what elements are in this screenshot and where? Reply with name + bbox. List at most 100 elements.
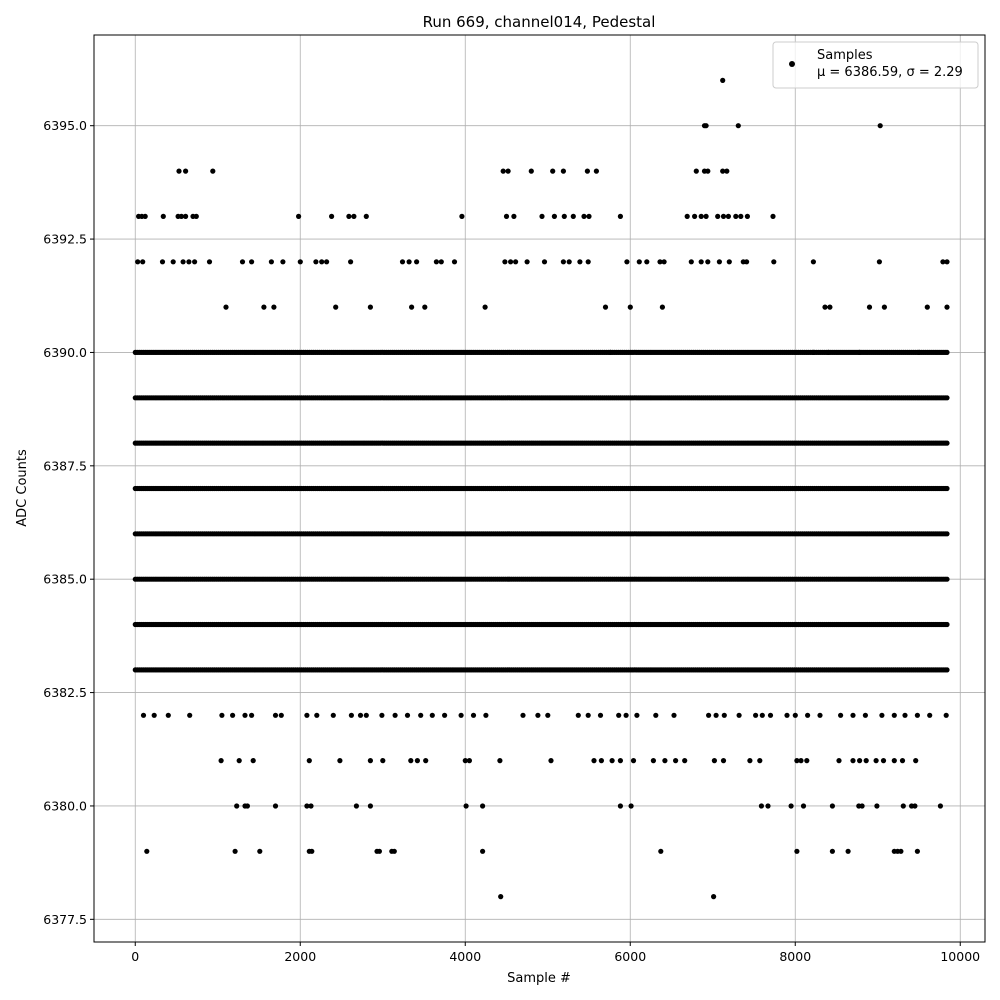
data-point — [735, 123, 741, 129]
data-point — [351, 213, 357, 219]
data-point — [927, 712, 933, 718]
data-point — [280, 259, 286, 265]
data-point — [650, 758, 657, 764]
data-point — [627, 304, 633, 310]
data-point — [585, 259, 591, 265]
data-point — [297, 259, 303, 265]
data-point — [528, 168, 534, 174]
data-point — [836, 758, 842, 764]
data-point — [673, 758, 679, 764]
data-point — [943, 712, 949, 718]
data-point — [713, 712, 719, 718]
data-point — [944, 621, 950, 628]
data-point — [314, 712, 320, 718]
data-point — [463, 803, 469, 809]
legend-marker — [789, 61, 795, 67]
data-point — [414, 259, 420, 265]
y-tick-label: 6392.5 — [43, 232, 87, 247]
data-point — [628, 803, 634, 809]
data-point — [178, 213, 184, 219]
x-axis-ticks: 0 2000 4000 6000 8000 10000 — [131, 942, 980, 964]
data-point — [684, 213, 690, 219]
data-point — [598, 758, 605, 764]
data-point — [513, 259, 519, 265]
data-point — [866, 304, 873, 310]
y-axis-ticks: 6377.5 6380.0 6382.5 6385.0 6387.5 6390.0 6392… — [43, 118, 94, 927]
data-point — [539, 213, 545, 219]
data-point — [183, 213, 189, 219]
data-point — [459, 213, 465, 219]
data-point — [498, 894, 504, 900]
data-point — [418, 712, 424, 718]
data-point — [210, 168, 216, 174]
data-point — [634, 712, 640, 718]
data-point — [705, 259, 711, 265]
y-tick-label: 6377.5 — [43, 912, 87, 927]
data-point — [135, 259, 141, 265]
data-point — [584, 168, 591, 174]
data-point — [715, 213, 721, 219]
data-point — [902, 712, 908, 718]
data-point — [862, 712, 869, 718]
data-point — [429, 712, 435, 718]
data-point — [937, 803, 944, 809]
y-tick-label: 6385.0 — [43, 572, 87, 587]
data-point — [379, 712, 385, 718]
data-point — [711, 758, 718, 764]
data-point — [692, 213, 698, 219]
data-point — [577, 259, 583, 265]
data-point — [367, 304, 373, 310]
x-tick-label: 0 — [131, 949, 139, 964]
data-point — [705, 168, 711, 174]
data-point — [333, 304, 339, 310]
data-point — [180, 259, 186, 265]
data-point — [330, 712, 336, 718]
data-point — [230, 712, 236, 718]
data-point — [193, 213, 199, 219]
data-point — [257, 848, 263, 854]
data-point — [144, 848, 150, 854]
data-point — [406, 259, 412, 265]
data-point — [944, 440, 950, 446]
data-point — [272, 712, 279, 718]
data-point — [711, 894, 717, 900]
data-point — [784, 712, 790, 718]
data-point — [657, 259, 663, 265]
data-point — [698, 259, 704, 265]
plot-frame — [93, 34, 986, 943]
data-point — [944, 395, 950, 401]
data-point — [367, 758, 373, 764]
data-point — [877, 123, 883, 129]
data-point — [703, 213, 709, 219]
data-point — [363, 712, 369, 718]
data-point — [306, 758, 312, 764]
data-point — [876, 259, 883, 265]
data-point — [914, 848, 921, 854]
data-point — [653, 712, 659, 718]
data-point — [308, 803, 314, 809]
data-point — [698, 213, 704, 219]
data-point — [409, 304, 415, 310]
data-point — [874, 803, 880, 809]
data-point — [609, 758, 615, 764]
data-point — [944, 485, 950, 492]
data-point — [944, 667, 950, 673]
data-point — [223, 304, 229, 310]
data-point — [827, 304, 833, 310]
data-point — [758, 803, 765, 809]
data-point — [482, 304, 488, 310]
data-point — [404, 712, 411, 718]
data-point — [602, 304, 609, 310]
data-point — [716, 259, 723, 265]
data-point — [891, 712, 897, 718]
data-point — [617, 213, 624, 219]
data-point — [944, 259, 950, 265]
data-point — [176, 168, 182, 174]
data-point — [497, 758, 503, 764]
data-point — [765, 803, 771, 809]
data-point — [142, 213, 148, 219]
data-point — [859, 803, 865, 809]
data-point — [662, 758, 668, 764]
data-point — [593, 168, 600, 174]
